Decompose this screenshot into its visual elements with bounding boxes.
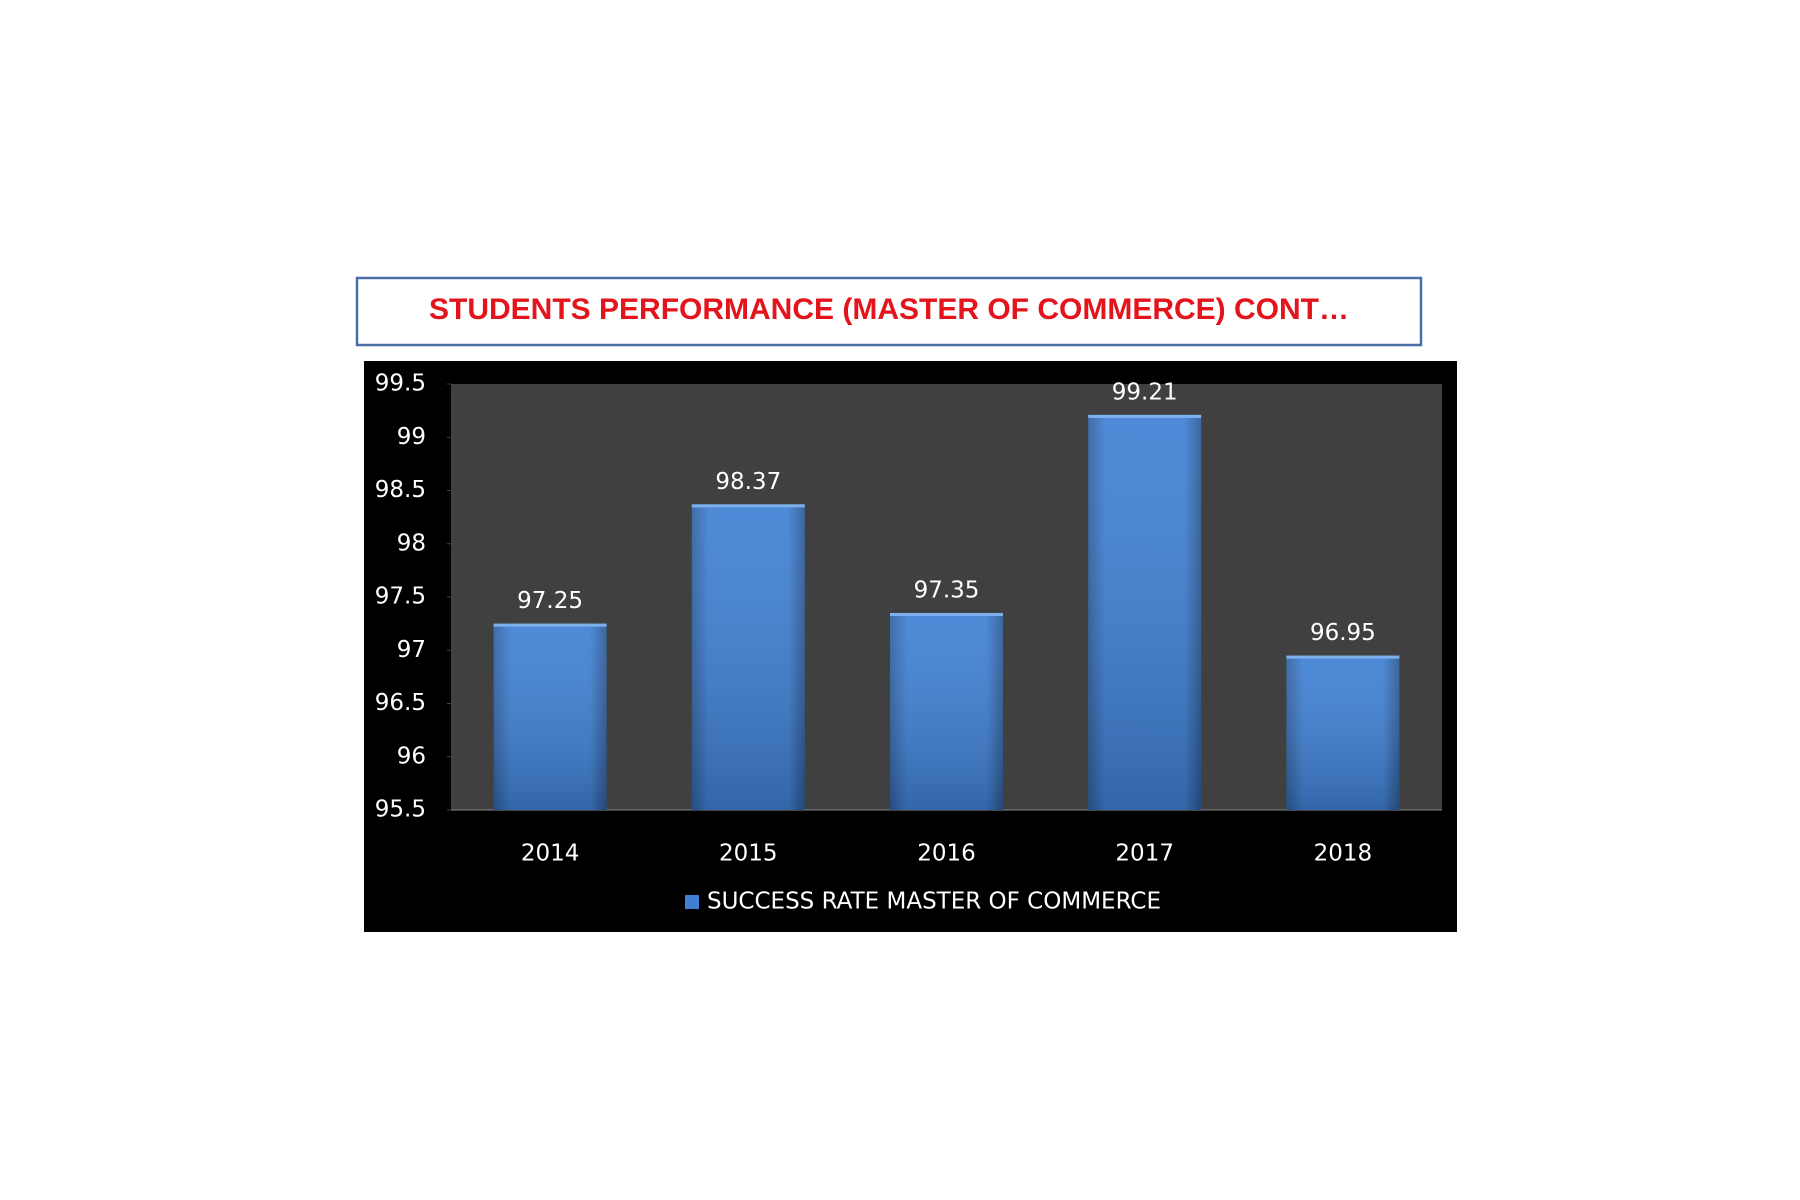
legend-swatch (685, 895, 699, 909)
bar-top (1088, 414, 1202, 418)
data-label: 97.25 (517, 588, 583, 614)
y-tick-label: 96 (397, 743, 426, 769)
bar (691, 504, 805, 810)
y-tick-label: 98 (397, 530, 426, 556)
bar-top (691, 504, 805, 508)
bar (1088, 414, 1202, 810)
data-label: 97.35 (914, 577, 980, 603)
x-tick-label: 2016 (917, 841, 976, 867)
y-tick-label: 97 (397, 637, 426, 663)
bar (1286, 655, 1400, 810)
y-tick-label: 95.5 (375, 797, 426, 823)
x-tick-label: 2018 (1314, 841, 1373, 867)
bar-top (1286, 655, 1400, 659)
title-box (355, 276, 1423, 347)
data-label: 98.37 (715, 469, 781, 495)
bar (493, 623, 607, 810)
data-label: 99.21 (1112, 379, 1178, 405)
y-tick-label: 97.5 (375, 584, 426, 610)
x-tick-label: 2017 (1115, 841, 1174, 867)
y-tick-label: 99 (397, 424, 426, 450)
x-tick-label: 2015 (719, 841, 778, 867)
x-tick-label: 2014 (521, 841, 580, 867)
bar-top (890, 612, 1003, 616)
y-tick-label: 96.5 (375, 690, 426, 716)
bar (890, 612, 1003, 810)
data-label: 96.95 (1310, 620, 1376, 646)
y-tick-label: 99.5 (375, 371, 426, 397)
legend-label: SUCCESS RATE MASTER OF COMMERCE (707, 889, 1161, 915)
bar-top (493, 623, 607, 627)
chart-title: STUDENTS PERFORMANCE (MASTER OF COMMERCE… (429, 293, 1349, 326)
y-tick-label: 98.5 (375, 477, 426, 503)
